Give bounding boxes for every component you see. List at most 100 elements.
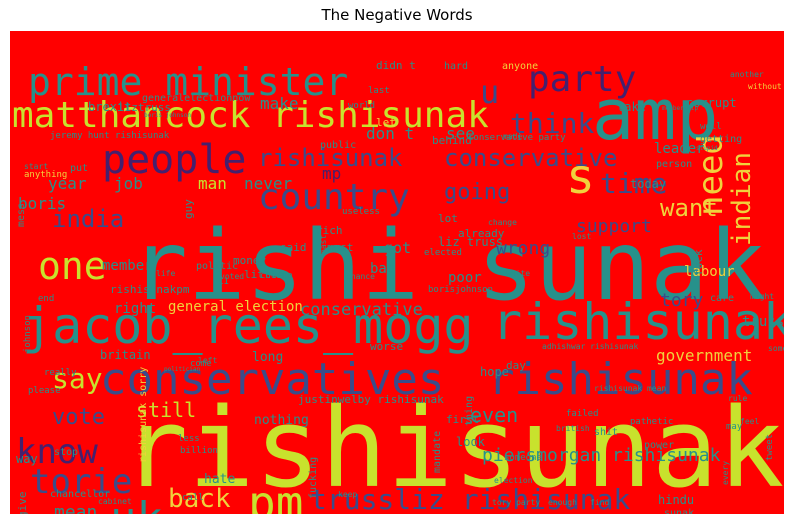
word-boris-johnson: boris johnson — [144, 112, 191, 119]
word-see: see — [446, 124, 475, 143]
word-look: look — [456, 435, 486, 449]
word-member: member — [102, 258, 153, 274]
word-must: must — [327, 241, 354, 254]
word-find: find — [590, 498, 609, 507]
word-matthancock-rishisunak: matthancock rishisunak — [12, 95, 489, 136]
word-choice: choice — [260, 271, 293, 281]
word-justinwelby-rishisunak: justinwelby rishisunak — [298, 393, 444, 406]
word-politician: politician — [164, 366, 201, 373]
word-corrupt: corrupt — [686, 96, 737, 110]
word-hate: hate — [204, 472, 235, 487]
word-rishisunak: rishisunak — [258, 144, 403, 172]
wordcloud-canvas: rishisunak rishi sunak amp jacob_rees_mogg r… — [10, 31, 784, 514]
word-rishisunak: rishisunak — [122, 384, 784, 512]
word-piersmorgan-rishisunak: piersmorgan rishisunak — [482, 445, 721, 466]
word-uk: uk — [110, 493, 163, 514]
word-may: may — [726, 422, 743, 432]
word-something: something — [768, 344, 784, 353]
word-put: put — [70, 163, 88, 174]
word-long: long — [252, 350, 283, 365]
word-rishi-sunak: rishi sunak — [130, 210, 766, 322]
word-shit: shit — [594, 427, 618, 438]
word-hindu: hindu — [658, 493, 694, 507]
word-man: man — [198, 174, 227, 193]
word-make: make — [260, 94, 299, 113]
word-really: really — [44, 368, 77, 378]
word-person: person — [656, 159, 692, 170]
word-job: job — [114, 174, 143, 193]
word-nothing: nothing — [254, 413, 309, 428]
word-little: little — [244, 268, 284, 281]
word-jacob-rees-mogg: jacob_rees_mogg — [22, 297, 474, 355]
word-elected: elected — [424, 248, 462, 258]
word-general-election: general election — [168, 299, 303, 315]
word-white: white — [506, 269, 530, 278]
word-someone: someone — [504, 453, 542, 463]
word-take: take — [617, 100, 646, 114]
word-pm: pm — [248, 476, 303, 514]
word-end: end — [38, 294, 54, 304]
word-behind: behind — [432, 134, 472, 147]
word-amp: amp — [592, 74, 718, 156]
word-prime-minister: prime minister — [28, 60, 348, 104]
word-hard: hard — [444, 61, 468, 72]
word-left: left — [198, 356, 217, 365]
word-country: country — [258, 177, 410, 218]
word-johnson: johnson — [23, 315, 33, 353]
word-useless: useless — [342, 207, 380, 217]
word-party: party — [528, 59, 636, 100]
word-boris: boris — [18, 194, 66, 213]
word-britain: britain — [100, 348, 151, 362]
word-politic: politic — [196, 261, 238, 272]
word-billion: billion — [180, 446, 218, 456]
word-well: well — [700, 122, 722, 132]
word-chance: chance — [346, 272, 375, 281]
word-first: first — [446, 413, 479, 426]
word-11: 11 — [218, 277, 229, 287]
word-rishisunak-mean: rishisunak mean — [594, 384, 666, 393]
word-india: india — [52, 205, 124, 233]
word-day: day — [506, 359, 526, 372]
word-year: year — [48, 174, 87, 193]
word-another: another — [730, 70, 764, 79]
word-care: care — [710, 293, 734, 304]
word-generalelectionnow: generalelectionnow — [142, 93, 251, 104]
word-didn-t: didn t — [376, 59, 416, 72]
word-getting: getting — [700, 134, 742, 145]
word-call: call — [182, 493, 204, 503]
word-stop: stop — [54, 447, 78, 458]
word-chancellor: chancellor — [50, 489, 110, 500]
word-thing: thing — [464, 396, 475, 426]
word-money: money — [233, 254, 266, 267]
word-lot: lot — [438, 212, 458, 225]
word-anything: anything — [24, 170, 67, 180]
word-voted: voted — [220, 272, 244, 281]
word-conservative: conservative — [300, 300, 423, 320]
word-say: say — [52, 362, 103, 395]
word-without: without — [748, 82, 782, 91]
word-election: election — [494, 476, 533, 485]
word-give: give — [16, 492, 29, 515]
word-anyone: anyone — [502, 61, 538, 72]
word-bad: bad — [370, 261, 395, 277]
word-british: british — [556, 424, 590, 433]
word-mandate: mandate — [432, 431, 443, 473]
word-rishisunakpm: rishisunakpm — [110, 283, 190, 296]
word-torie: torie — [30, 462, 132, 502]
word-liztruss: liztruss — [118, 101, 171, 114]
word-rishisunak: rishisunak — [488, 354, 753, 405]
word-got: got — [384, 239, 411, 257]
word-mess: mess — [16, 203, 27, 227]
word-tory-party: tory party — [492, 498, 540, 507]
chart-title: The Negative Words — [321, 6, 473, 24]
word-back: back — [168, 484, 231, 514]
word-rishisunak-sorry: rishisunak sorry — [138, 367, 149, 463]
word-start: start — [24, 162, 48, 171]
word-conservative: conservative — [444, 144, 617, 172]
word-want: want — [660, 194, 718, 222]
word-never: never — [244, 174, 293, 193]
word-change: change — [488, 218, 517, 227]
word-need: need — [691, 134, 731, 216]
word-worse: worse — [370, 340, 403, 353]
